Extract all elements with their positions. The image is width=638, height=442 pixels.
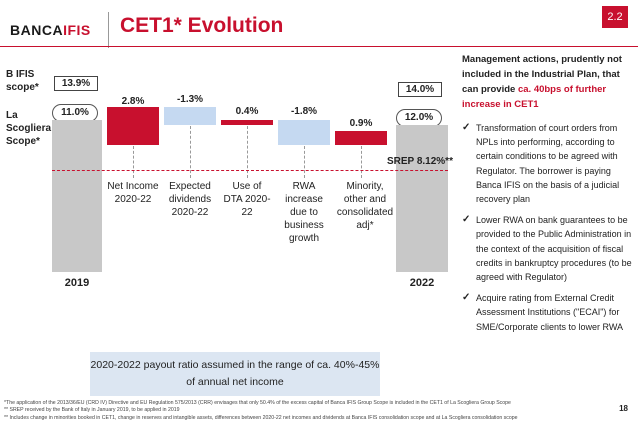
footnotes: *The application of the 2013/36/EU (CRD … (4, 400, 604, 422)
bar-use-of-dta (221, 120, 273, 125)
page-number: 18 (619, 404, 628, 413)
list-item: ✓ Lower RWA on bank guarantees to be prov… (462, 213, 632, 284)
category-minority-adj: Minority, other and consolidated adj* (336, 181, 394, 231)
logo-separator (108, 12, 109, 48)
end-bifis-value: 14.0% (398, 82, 442, 97)
srep-label: SREP 8.12%** (387, 156, 453, 167)
srep-threshold-line (52, 170, 448, 171)
section-badge: 2.2 (602, 6, 628, 28)
value-rwa-increase: -1.8% (290, 106, 318, 117)
logo-word-banca: BANCA (10, 22, 64, 38)
category-use-of-dta: Use of DTA 2020-22 (223, 181, 271, 218)
connector-net-income (133, 146, 134, 178)
start-bifis-value: 13.9% (54, 76, 98, 91)
list-item: ✓ Transformation of court orders from NPL… (462, 121, 632, 206)
la-scogliera-scope-label: La Scogliera Scope* (6, 110, 52, 147)
management-actions-list: ✓ Transformation of court orders from NPL… (462, 121, 632, 341)
footnote: *The application of the 2013/36/EU (CRD … (4, 400, 511, 406)
year-2022: 2022 (409, 277, 435, 289)
logo-word-ifis: IFIS (63, 22, 91, 38)
heading-highlight: ca. 40bps of further increase in CET1 (462, 84, 607, 110)
check-icon: ✓ (462, 292, 471, 304)
value-use-of-dta: 0.4% (235, 106, 259, 117)
connector-rwa-increase (304, 146, 305, 178)
check-icon: ✓ (462, 214, 471, 226)
bifis-scope-label: B IFIS scope* (6, 69, 39, 93)
connector-minority-adj (361, 146, 362, 178)
heading-main: Management actions, prudently not includ… (462, 54, 622, 95)
header-divider (0, 46, 638, 47)
connector-expected-dividends (190, 126, 191, 178)
bar-minority-adj (335, 131, 387, 145)
footnote: ** SREP received by the Bank of Italy in… (4, 407, 180, 414)
list-item: ✓ Acquire rating from External Credit Ass… (462, 291, 632, 334)
bar-2019 (52, 120, 102, 272)
year-2019: 2019 (64, 277, 90, 289)
category-rwa-increase: RWA increase due to business growth (284, 181, 324, 244)
banca-ifis-logo: BANCAIFIS (10, 22, 91, 38)
check-icon: ✓ (462, 122, 471, 133)
bar-rwa-increase (278, 120, 330, 145)
bar-expected-dividends (164, 107, 216, 125)
value-net-income: 2.8% (121, 96, 145, 107)
category-expected-dividends: Expected dividends 2020-22 (168, 181, 212, 218)
value-minority-adj: 0.9% (349, 118, 373, 129)
bar-2022 (396, 125, 448, 272)
footnote: ** Includes change in minorities booked … (4, 414, 518, 421)
bullet-text: Lower RWA on bank guarantees to be provi… (476, 215, 632, 283)
bullet-text: Transformation of court orders from NPLs… (476, 123, 620, 205)
payout-ratio-box: 2020-2022 payout ratio assumed in the ra… (90, 352, 380, 396)
category-net-income: Net Income 2020-22 (107, 181, 159, 205)
value-expected-dividends: -1.3% (176, 94, 204, 105)
bar-net-income (107, 107, 159, 145)
bullet-text: Acquire rating from External Credit Asse… (476, 293, 624, 332)
management-actions-heading: Management actions, prudently not includ… (462, 52, 630, 112)
connector-use-of-dta (247, 126, 248, 178)
page-title: CET1* Evolution (120, 14, 284, 37)
